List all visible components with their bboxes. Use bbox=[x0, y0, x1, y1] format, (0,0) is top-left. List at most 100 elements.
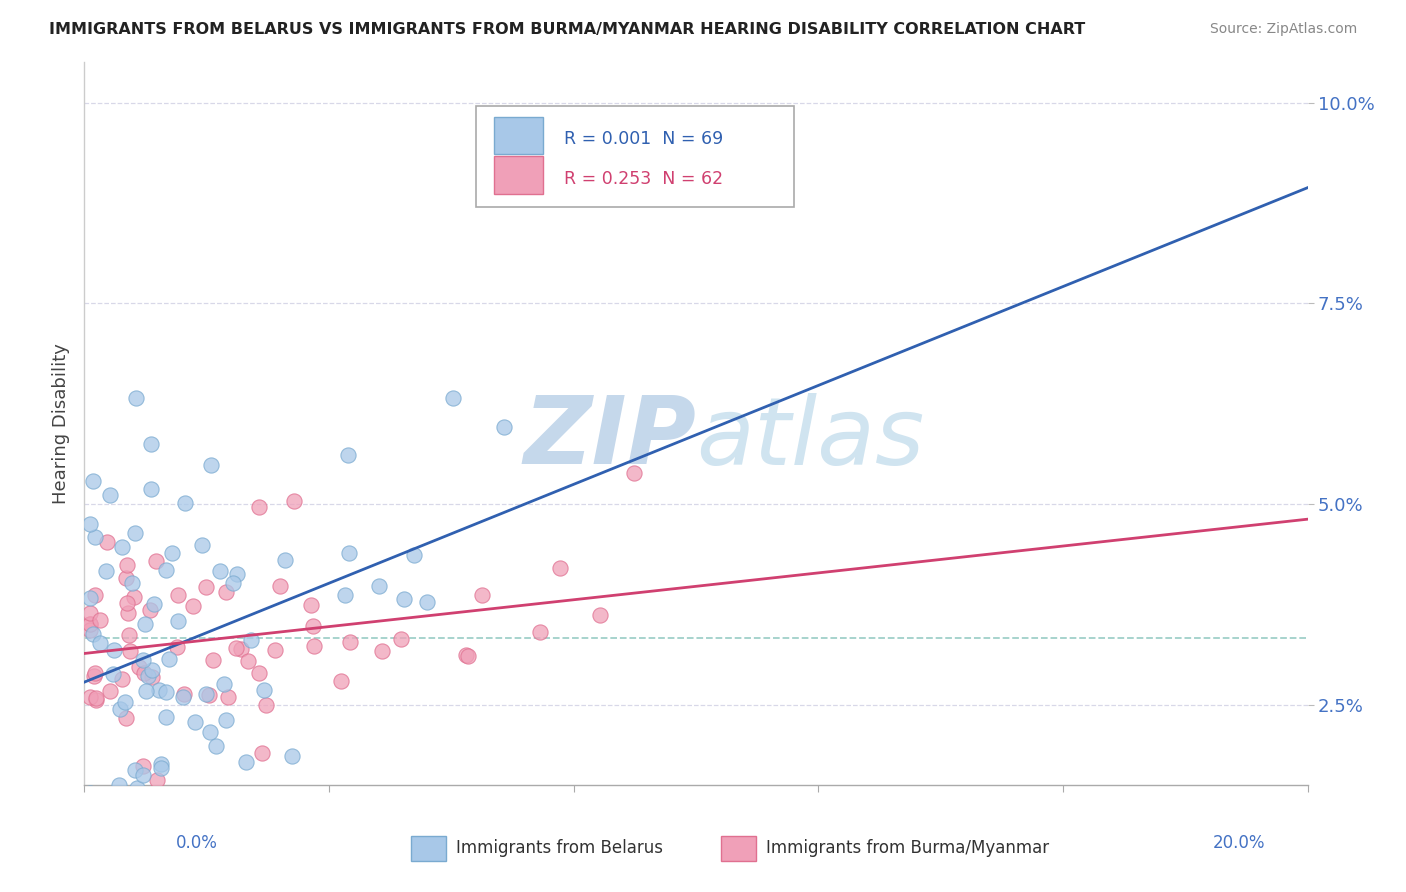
Point bbox=[197, 688, 219, 702]
Point bbox=[231, 642, 253, 657]
Point bbox=[283, 493, 305, 508]
Point bbox=[217, 690, 239, 705]
Point bbox=[115, 711, 138, 725]
Point bbox=[142, 597, 165, 611]
Point bbox=[235, 755, 257, 769]
Point bbox=[79, 517, 101, 532]
Text: atlas: atlas bbox=[696, 392, 924, 483]
Point bbox=[141, 664, 163, 678]
Point bbox=[269, 579, 291, 593]
Point bbox=[139, 483, 162, 497]
Point bbox=[124, 525, 146, 540]
Point bbox=[250, 746, 273, 760]
Point bbox=[82, 474, 104, 488]
Point bbox=[304, 639, 326, 653]
FancyBboxPatch shape bbox=[494, 156, 543, 194]
Point bbox=[191, 538, 214, 552]
Point bbox=[134, 617, 156, 632]
Point bbox=[494, 419, 516, 434]
Point bbox=[134, 665, 156, 680]
Point bbox=[111, 672, 134, 686]
Point bbox=[114, 695, 136, 709]
Point bbox=[155, 710, 177, 724]
Point bbox=[118, 644, 141, 658]
Point bbox=[79, 617, 101, 632]
Point bbox=[167, 588, 190, 602]
Point bbox=[172, 690, 194, 704]
Point bbox=[132, 653, 155, 667]
Point bbox=[79, 617, 101, 632]
Point bbox=[84, 665, 107, 680]
Point bbox=[181, 599, 204, 614]
Point bbox=[160, 545, 183, 559]
Point bbox=[222, 575, 245, 590]
Point bbox=[456, 648, 478, 663]
Text: 20.0%: 20.0% bbox=[1213, 834, 1265, 852]
Point bbox=[166, 640, 188, 655]
Point bbox=[146, 773, 169, 788]
Point bbox=[79, 623, 101, 637]
Point bbox=[114, 570, 136, 584]
Point bbox=[623, 467, 645, 481]
Point bbox=[132, 759, 155, 773]
Point bbox=[273, 553, 295, 567]
Point bbox=[135, 683, 157, 698]
Point bbox=[136, 669, 159, 683]
Point bbox=[124, 764, 146, 778]
Point bbox=[333, 588, 356, 602]
Point bbox=[167, 614, 190, 628]
Text: IMMIGRANTS FROM BELARUS VS IMMIGRANTS FROM BURMA/MYANMAR HEARING DISABILITY CORR: IMMIGRANTS FROM BELARUS VS IMMIGRANTS FR… bbox=[49, 22, 1085, 37]
Point bbox=[299, 598, 322, 612]
Point bbox=[240, 633, 263, 648]
Point bbox=[194, 580, 217, 594]
Text: Immigrants from Belarus: Immigrants from Belarus bbox=[456, 839, 664, 857]
Point bbox=[236, 654, 259, 668]
Point bbox=[80, 882, 103, 892]
Point bbox=[416, 595, 439, 609]
Point bbox=[138, 603, 160, 617]
Point bbox=[368, 579, 391, 593]
Point bbox=[79, 786, 101, 800]
Point bbox=[404, 548, 426, 562]
Point bbox=[337, 449, 360, 463]
Text: R = 0.253  N = 62: R = 0.253 N = 62 bbox=[564, 169, 723, 187]
Point bbox=[173, 688, 195, 702]
Point bbox=[89, 613, 111, 627]
Point bbox=[212, 677, 235, 691]
Point bbox=[82, 627, 104, 641]
Point bbox=[96, 534, 118, 549]
Point bbox=[84, 691, 107, 706]
Point bbox=[155, 563, 177, 577]
Point bbox=[471, 588, 494, 602]
Point bbox=[301, 619, 323, 633]
Point bbox=[117, 606, 139, 620]
Point bbox=[184, 715, 207, 730]
Point bbox=[529, 625, 551, 640]
Point bbox=[98, 684, 121, 698]
Point bbox=[96, 564, 118, 578]
Point bbox=[139, 437, 162, 451]
Point bbox=[247, 500, 270, 515]
FancyBboxPatch shape bbox=[475, 106, 794, 207]
Point bbox=[198, 724, 221, 739]
Point bbox=[247, 666, 270, 681]
Point bbox=[115, 596, 138, 610]
Point bbox=[83, 669, 105, 683]
Point bbox=[89, 635, 111, 649]
Point bbox=[254, 698, 277, 713]
Point bbox=[195, 688, 218, 702]
Point bbox=[339, 635, 361, 649]
Y-axis label: Hearing Disability: Hearing Disability bbox=[52, 343, 70, 504]
Point bbox=[252, 683, 274, 698]
Point bbox=[128, 660, 150, 674]
Point bbox=[389, 632, 412, 647]
Point bbox=[98, 487, 121, 501]
Point bbox=[149, 757, 172, 772]
Point bbox=[117, 558, 139, 573]
Point bbox=[79, 606, 101, 620]
Point bbox=[145, 554, 167, 568]
Point bbox=[155, 685, 177, 699]
Text: 0.0%: 0.0% bbox=[176, 834, 218, 852]
Point bbox=[215, 714, 238, 728]
Point bbox=[107, 778, 129, 792]
